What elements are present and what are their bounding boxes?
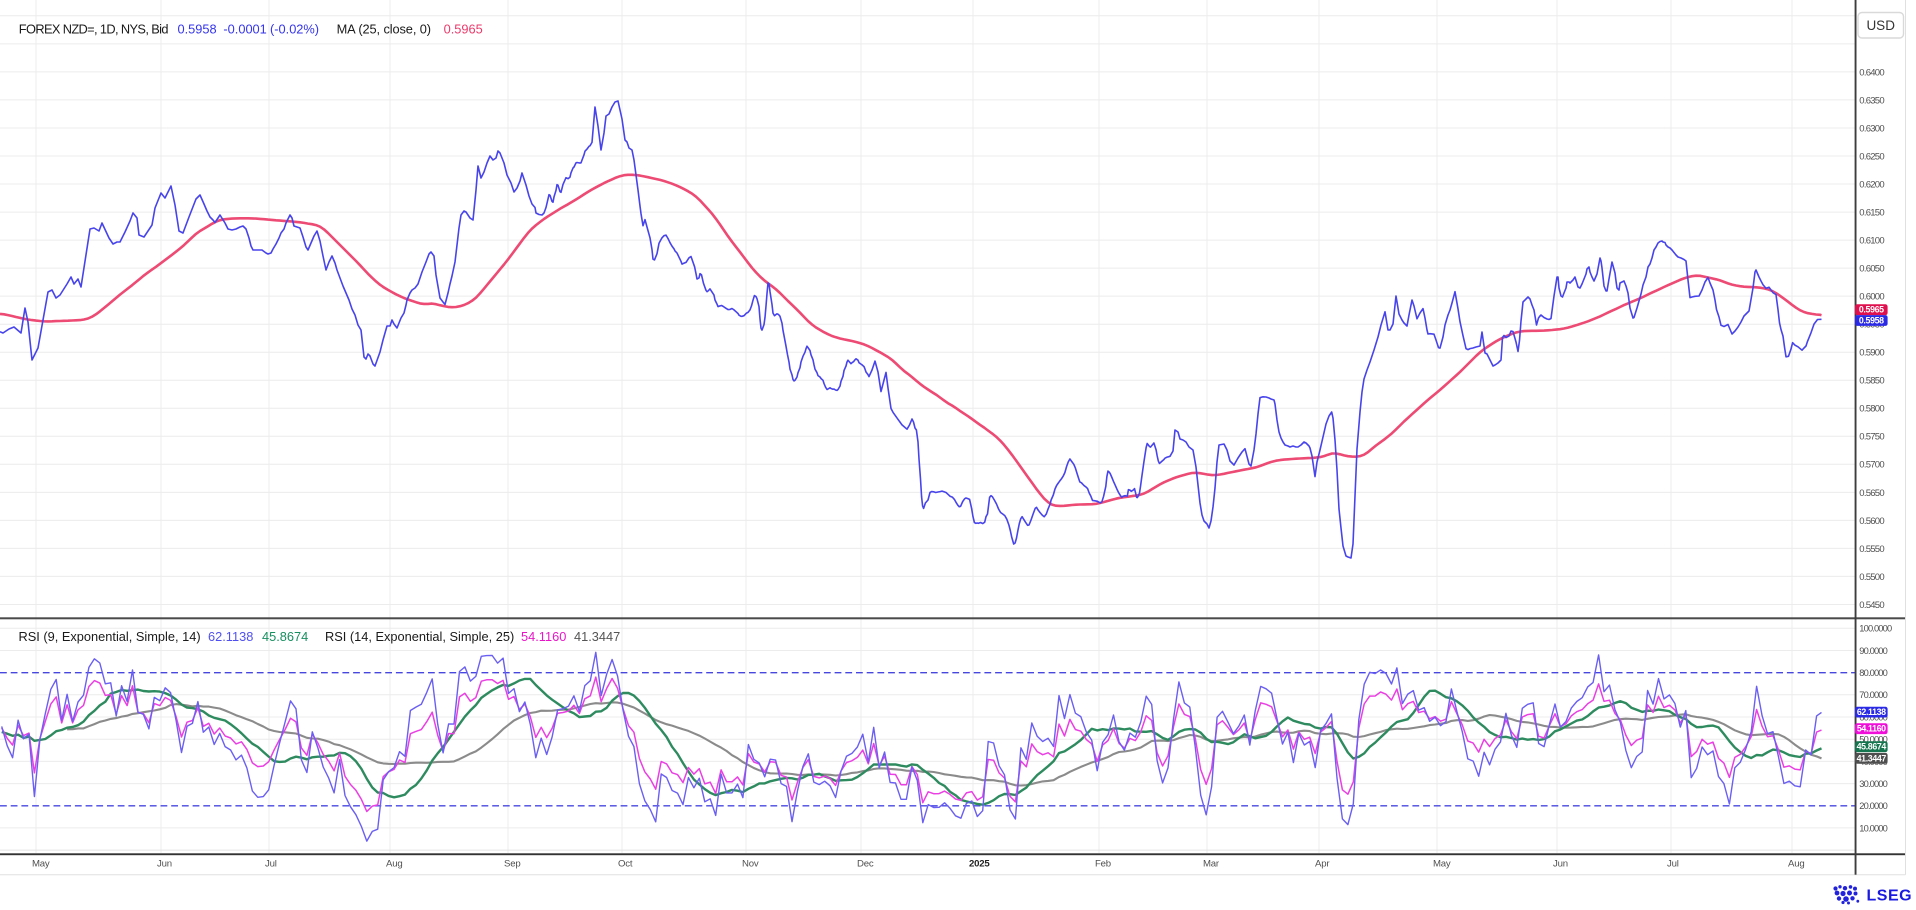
svg-text:0.5700: 0.5700 (1859, 460, 1884, 471)
svg-text:0.6150: 0.6150 (1859, 208, 1884, 219)
svg-text:0.5958: 0.5958 (1859, 316, 1884, 326)
svg-text:0.5958: 0.5958 (178, 22, 217, 37)
svg-text:Nov: Nov (742, 859, 759, 870)
svg-text:Aug: Aug (1788, 859, 1804, 870)
svg-text:0.5750: 0.5750 (1859, 432, 1884, 443)
svg-text:May: May (1433, 859, 1451, 870)
svg-text:MA (25, close, 0): MA (25, close, 0) (337, 22, 431, 37)
svg-text:FOREX NZD=, 1D, NYS, Bid: FOREX NZD=, 1D, NYS, Bid (19, 22, 169, 37)
svg-text:(-0.02%): (-0.02%) (270, 22, 319, 37)
svg-text:62.1138: 62.1138 (1857, 707, 1886, 717)
svg-text:USD: USD (1866, 18, 1895, 33)
svg-text:45.8674: 45.8674 (262, 629, 308, 644)
svg-text:54.1160: 54.1160 (1857, 724, 1886, 734)
svg-text:45.8674: 45.8674 (1857, 742, 1887, 752)
svg-text:54.1160: 54.1160 (521, 629, 566, 644)
svg-text:100.0000: 100.0000 (1859, 624, 1892, 634)
svg-text:Apr: Apr (1315, 859, 1330, 870)
svg-text:0.6300: 0.6300 (1859, 123, 1884, 134)
svg-text:0.5650: 0.5650 (1859, 488, 1884, 499)
svg-text:Jun: Jun (157, 859, 172, 870)
svg-text:0.5850: 0.5850 (1859, 376, 1884, 387)
svg-text:70.0000: 70.0000 (1859, 690, 1887, 700)
svg-text:Aug: Aug (386, 859, 402, 870)
svg-text:0.5800: 0.5800 (1859, 404, 1884, 415)
svg-text:RSI (14, Exponential, Simple,: RSI (14, Exponential, Simple, 25) (325, 629, 514, 644)
svg-text:0.6400: 0.6400 (1859, 67, 1884, 78)
svg-text:0.5500: 0.5500 (1859, 572, 1884, 583)
svg-text:Jul: Jul (1667, 859, 1679, 870)
svg-text:2025: 2025 (969, 859, 990, 870)
svg-text:May: May (32, 859, 50, 870)
svg-text:62.1138: 62.1138 (208, 629, 253, 644)
svg-text:0.6200: 0.6200 (1859, 179, 1884, 190)
svg-text:0.5550: 0.5550 (1859, 544, 1884, 555)
svg-text:80.0000: 80.0000 (1859, 668, 1887, 678)
svg-text:RSI (9, Exponential, Simple, 1: RSI (9, Exponential, Simple, 14) (19, 629, 201, 644)
svg-text:0.5965: 0.5965 (1859, 305, 1884, 315)
svg-text:Dec: Dec (857, 859, 874, 870)
svg-text:10.0000: 10.0000 (1859, 823, 1887, 833)
svg-text:Oct: Oct (618, 859, 633, 870)
svg-text:Jul: Jul (265, 859, 277, 870)
svg-text:-0.0001: -0.0001 (223, 22, 266, 37)
svg-text:0.6100: 0.6100 (1859, 236, 1884, 247)
svg-text:Sep: Sep (504, 859, 520, 870)
svg-text:Feb: Feb (1095, 859, 1111, 870)
svg-text:30.0000: 30.0000 (1859, 779, 1887, 789)
svg-text:90.0000: 90.0000 (1859, 646, 1887, 656)
svg-text:41.3447: 41.3447 (1857, 753, 1887, 763)
svg-text:Jun: Jun (1553, 859, 1568, 870)
svg-text:0.5965: 0.5965 (444, 22, 483, 37)
svg-text:0.5600: 0.5600 (1859, 516, 1884, 527)
svg-text:LSEG: LSEG (1867, 888, 1913, 905)
svg-text:Mar: Mar (1203, 859, 1220, 870)
svg-text:20.0000: 20.0000 (1859, 801, 1887, 811)
svg-text:0.6050: 0.6050 (1859, 264, 1884, 275)
svg-text:0.6000: 0.6000 (1859, 292, 1884, 303)
svg-text:0.6350: 0.6350 (1859, 95, 1884, 106)
svg-text:50.0000: 50.0000 (1859, 735, 1887, 745)
svg-text:0.5450: 0.5450 (1859, 600, 1884, 611)
svg-text:0.5900: 0.5900 (1859, 348, 1884, 359)
svg-text:41.3447: 41.3447 (574, 629, 620, 644)
svg-text:0.6250: 0.6250 (1859, 151, 1884, 162)
